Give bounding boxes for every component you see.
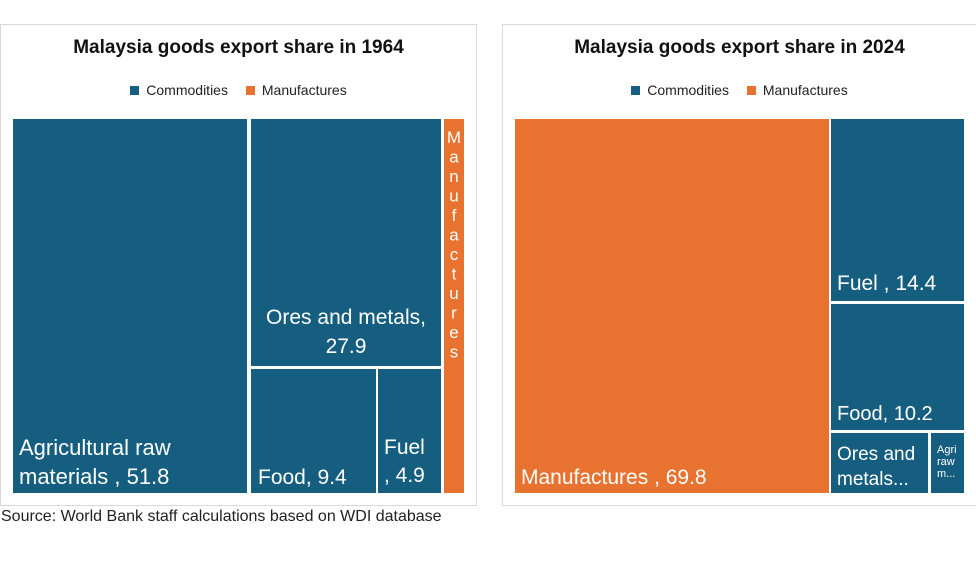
treemap-cell-ores-and-metals [251, 119, 441, 366]
source-note: Source: World Bank staff calculations ba… [1, 508, 442, 525]
legend-item-commodities: Commodities [631, 82, 729, 98]
legend-swatch-commodities [631, 86, 641, 95]
legend-label-manufactures: Manufactures [762, 82, 848, 98]
chart-title-2024: Malaysia goods export share in 2024 [574, 37, 905, 58]
treemap-label-food: Food, 9.4 [258, 466, 347, 489]
treemap-cell-food [831, 304, 964, 430]
treemap-cell-fuel [378, 369, 441, 493]
treemap-cell-manufactures [444, 119, 464, 493]
treemap-cell-agricultural-raw-materials [13, 119, 247, 493]
treemap-label-agricultural-raw-materials: Agricultural raw materials , 51.8 [19, 435, 171, 489]
treemap-cell-food [251, 369, 376, 493]
treemap-label-ores-and-metals: Ores and metals, 27.9 [266, 306, 426, 358]
treemap-label-fuel: Fuel, 4.9 [384, 436, 425, 487]
treemap-cell-fuel [831, 119, 964, 301]
treemap-label-agricultural-raw-materials: Agri raw m... [937, 444, 957, 480]
chart-panel-2024: Malaysia goods export share in 2024 Comm… [502, 24, 976, 506]
legend-1964: Commodities Manufactures [1, 82, 476, 98]
treemap-cell-ores-and-metals [831, 433, 928, 493]
treemap-label-fuel: Fuel , 14.4 [837, 272, 937, 295]
legend-label-commodities: Commodities [647, 82, 729, 98]
legend-2024: Commodities Manufactures [503, 82, 976, 98]
legend-item-manufactures: Manufactures [245, 82, 347, 98]
treemap-label-food: Food, 10.2 [837, 403, 933, 425]
chart-title-1964: Malaysia goods export share in 1964 [73, 37, 404, 58]
legend-swatch-commodities [130, 86, 140, 95]
treemap-label-ores-and-metals: Ores and metals... [837, 444, 915, 490]
legend-item-commodities: Commodities [130, 82, 228, 98]
legend-label-commodities: Commodities [146, 82, 228, 98]
legend-swatch-manufactures [245, 86, 255, 95]
legend-item-manufactures: Manufactures [746, 82, 848, 98]
chart-panel-1964: Malaysia goods export share in 1964 Comm… [0, 24, 477, 506]
legend-swatch-manufactures [746, 86, 756, 95]
treemap-2024: Manufactures , 69.8CommoditiesFuel , 14.… [515, 119, 964, 493]
treemap-cell-agricultural-raw-materials [931, 433, 964, 493]
legend-label-manufactures: Manufactures [261, 82, 347, 98]
treemap-label-manufactures: Manufactures , 69.8 [521, 466, 707, 489]
treemap-1964: Agricultural raw materials , 51.8 Ores and… [13, 119, 464, 493]
treemap-cell-manufactures [515, 119, 829, 493]
